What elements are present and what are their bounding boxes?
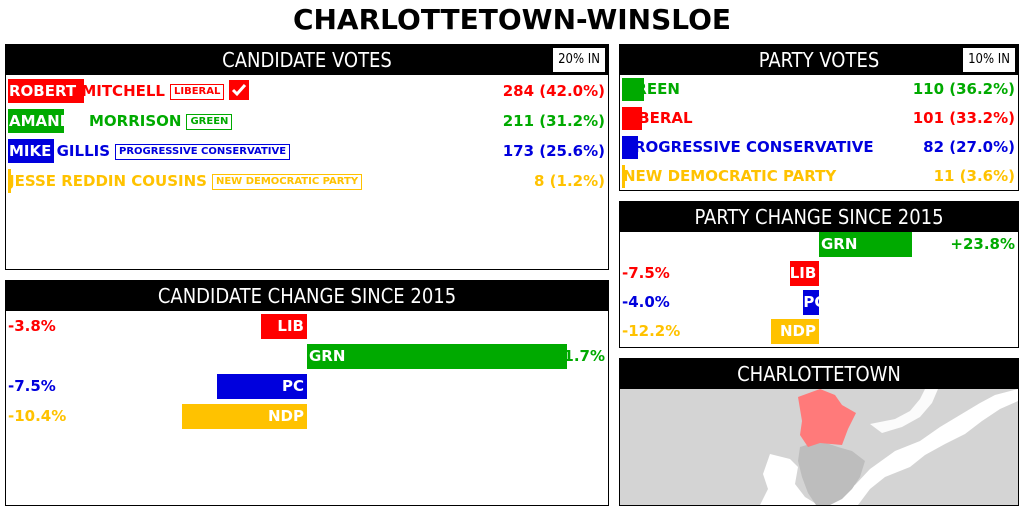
change-value: -7.5% bbox=[8, 377, 56, 395]
candidate-row: AMANDA MORRISON GREEN 211 (31.2%) bbox=[6, 106, 608, 136]
vote-share-bar bbox=[8, 139, 55, 163]
vote-share-bar bbox=[8, 169, 11, 193]
change-value: -12.2% bbox=[622, 322, 681, 340]
candidate-first-name: ROBERT bbox=[9, 82, 77, 100]
water-channel bbox=[825, 389, 1018, 505]
change-bar: GRN bbox=[819, 232, 912, 257]
party-votes-title: PARTY VOTES bbox=[758, 48, 880, 72]
party-votes-value: 110 (36.2%) bbox=[912, 80, 1015, 98]
change-bar: NDP bbox=[182, 404, 307, 429]
party-votes-value: 11 (3.6%) bbox=[933, 167, 1015, 185]
candidate-last-name: MITCHELL bbox=[76, 82, 165, 100]
candidate-name: MIKE GILLIS PROGRESSIVE CONSERVATIVE bbox=[9, 136, 291, 166]
district-area bbox=[798, 441, 865, 505]
district-map bbox=[620, 389, 1018, 505]
candidate-last-name: GILLIS bbox=[51, 142, 111, 160]
district-highlight bbox=[798, 389, 856, 447]
change-bar: PC bbox=[803, 290, 825, 315]
party-votes-value: 82 (27.0%) bbox=[923, 138, 1015, 156]
candidate-votes-title: CANDIDATE VOTES bbox=[222, 48, 392, 72]
water-inlet bbox=[870, 389, 938, 433]
candidate-first-name: JESSE bbox=[9, 172, 57, 190]
candidate-votes-value: 284 (42.0%) bbox=[502, 82, 605, 100]
change-value: -4.0% bbox=[622, 293, 670, 311]
party-votes-header: PARTY VOTES 10% IN bbox=[620, 45, 1018, 75]
change-bar: GRN bbox=[307, 344, 568, 369]
change-value: -10.4% bbox=[8, 407, 67, 425]
candidate-votes-panel: CANDIDATE VOTES 20% IN ROBERT MITCHELL LI… bbox=[5, 44, 609, 270]
vote-share-bar bbox=[622, 107, 643, 130]
party-tag: GREEN bbox=[186, 114, 233, 130]
party-name: GREEN bbox=[623, 80, 680, 98]
party-name: PROGRESSIVE CONSERVATIVE bbox=[623, 138, 874, 156]
change-value: +21.7% bbox=[540, 347, 605, 365]
change-bar: LIB bbox=[261, 314, 307, 339]
candidate-name: AMANDA MORRISON GREEN bbox=[9, 106, 233, 136]
candidate-change-panel: CANDIDATE CHANGE SINCE 2015 LIB -3.8% GRN +… bbox=[5, 280, 609, 506]
candidate-votes-header: CANDIDATE VOTES 20% IN bbox=[6, 45, 608, 75]
party-row: NEW DEMOCRATIC PARTY 11 (3.6%) bbox=[620, 162, 1018, 190]
party-votes-panel: PARTY VOTES 10% IN GREEN 110 (36.2%) LIBER… bbox=[619, 44, 1019, 191]
candidate-change-header: CANDIDATE CHANGE SINCE 2015 bbox=[6, 281, 608, 311]
change-bar: LIB bbox=[789, 261, 819, 286]
change-value: -7.5% bbox=[622, 264, 670, 282]
party-tag: NEW DEMOCRATIC PARTY bbox=[211, 174, 363, 190]
candidate-first-name: AMANDA bbox=[9, 112, 84, 130]
reporting-badge: 10% IN bbox=[963, 48, 1015, 72]
change-value: -3.8% bbox=[8, 317, 56, 335]
candidate-name: ROBERT MITCHELL LIBERAL bbox=[9, 76, 250, 106]
page-title: CHARLOTTETOWN-WINSLOE bbox=[292, 3, 732, 36]
party-tag: LIBERAL bbox=[169, 84, 225, 100]
candidate-votes-value: 173 (25.6%) bbox=[502, 142, 605, 160]
party-votes-value: 101 (33.2%) bbox=[912, 109, 1015, 127]
candidate-name: JESSE REDDIN COUSINS NEW DEMOCRATIC PARTY bbox=[9, 166, 363, 196]
party-name: NEW DEMOCRATIC PARTY bbox=[623, 167, 837, 185]
map-panel: CHARLOTTETOWN bbox=[619, 358, 1019, 506]
candidate-last-name: MORRISON bbox=[83, 112, 182, 130]
change-bar: PC bbox=[217, 374, 307, 399]
reporting-badge: 20% IN bbox=[553, 48, 605, 72]
party-row: GREEN 110 (36.2%) bbox=[620, 75, 1018, 104]
party-change-panel: PARTY CHANGE SINCE 2015 GRN +23.8% LIB -7.5… bbox=[619, 201, 1019, 348]
vote-share-bar bbox=[8, 109, 65, 133]
vote-share-bar bbox=[8, 79, 84, 103]
party-row: LIBERAL 101 (33.2%) bbox=[620, 104, 1018, 133]
party-tag: PROGRESSIVE CONSERVATIVE bbox=[115, 144, 291, 160]
water-area bbox=[620, 454, 818, 505]
candidate-row: JESSE REDDIN COUSINS NEW DEMOCRATIC PARTY… bbox=[6, 166, 608, 196]
candidate-votes-value: 211 (31.2%) bbox=[502, 112, 605, 130]
party-change-header: PARTY CHANGE SINCE 2015 bbox=[620, 202, 1018, 232]
winner-check-icon bbox=[229, 80, 250, 100]
candidate-row: MIKE GILLIS PROGRESSIVE CONSERVATIVE 173 (… bbox=[6, 136, 608, 166]
change-value: +23.8% bbox=[950, 235, 1015, 253]
candidate-votes-value: 8 (1.2%) bbox=[534, 172, 605, 190]
candidate-row: ROBERT MITCHELL LIBERAL 284 (42.0%) bbox=[6, 76, 608, 106]
candidate-last-name: REDDIN COUSINS bbox=[56, 172, 207, 190]
map-header: CHARLOTTETOWN bbox=[620, 359, 1018, 389]
vote-share-bar bbox=[622, 136, 639, 159]
vote-share-bar bbox=[622, 165, 625, 188]
change-bar: NDP bbox=[771, 319, 819, 344]
candidate-first-name: MIKE bbox=[9, 142, 52, 160]
party-name: LIBERAL bbox=[623, 109, 693, 127]
vote-share-bar bbox=[622, 78, 644, 101]
party-row: PROGRESSIVE CONSERVATIVE 82 (27.0%) bbox=[620, 133, 1018, 162]
